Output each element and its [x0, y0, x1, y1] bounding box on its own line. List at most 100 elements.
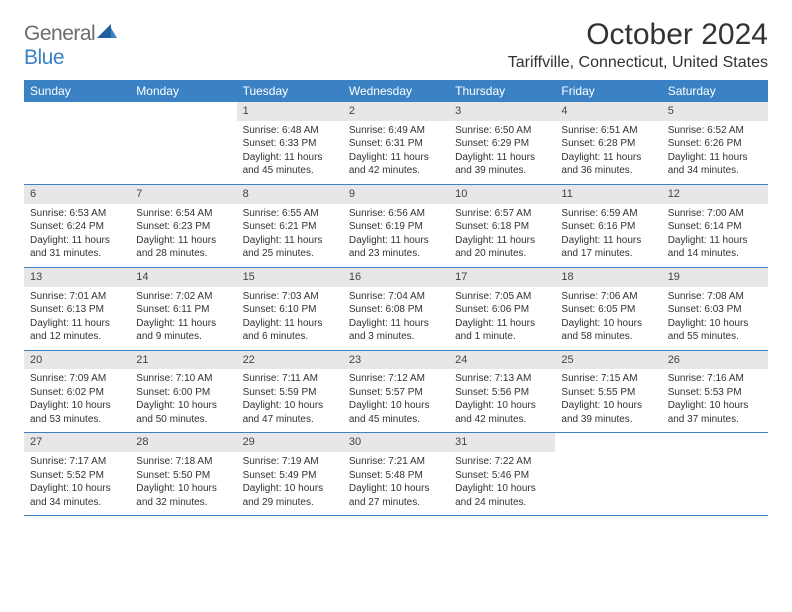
sunset-text: Sunset: 6:26 PM — [668, 137, 762, 151]
day-content: Sunrise: 6:55 AMSunset: 6:21 PMDaylight:… — [237, 204, 343, 267]
day-content: Sunrise: 6:48 AMSunset: 6:33 PMDaylight:… — [237, 121, 343, 184]
sunrise-text: Sunrise: 7:15 AM — [561, 372, 655, 386]
day-cell — [24, 102, 130, 184]
sunrise-text: Sunrise: 7:13 AM — [455, 372, 549, 386]
day-headers-row: SundayMondayTuesdayWednesdayThursdayFrid… — [24, 80, 768, 102]
sunset-text: Sunset: 5:59 PM — [243, 386, 337, 400]
day-cell: 24Sunrise: 7:13 AMSunset: 5:56 PMDayligh… — [449, 351, 555, 433]
day-content: Sunrise: 6:56 AMSunset: 6:19 PMDaylight:… — [343, 204, 449, 267]
daylight-text: Daylight: 11 hours and 17 minutes. — [561, 234, 655, 261]
day-content: Sunrise: 6:53 AMSunset: 6:24 PMDaylight:… — [24, 204, 130, 267]
day-number: 30 — [343, 433, 449, 452]
day-content: Sunrise: 7:04 AMSunset: 6:08 PMDaylight:… — [343, 287, 449, 350]
day-number: 17 — [449, 268, 555, 287]
day-number: 3 — [449, 102, 555, 121]
day-cell: 6Sunrise: 6:53 AMSunset: 6:24 PMDaylight… — [24, 185, 130, 267]
day-cell: 12Sunrise: 7:00 AMSunset: 6:14 PMDayligh… — [662, 185, 768, 267]
week-row: 1Sunrise: 6:48 AMSunset: 6:33 PMDaylight… — [24, 102, 768, 185]
daylight-text: Daylight: 11 hours and 23 minutes. — [349, 234, 443, 261]
daylight-text: Daylight: 11 hours and 25 minutes. — [243, 234, 337, 261]
day-number: 15 — [237, 268, 343, 287]
daylight-text: Daylight: 10 hours and 42 minutes. — [455, 399, 549, 426]
daylight-text: Daylight: 11 hours and 12 minutes. — [30, 317, 124, 344]
daylight-text: Daylight: 11 hours and 31 minutes. — [30, 234, 124, 261]
day-cell: 28Sunrise: 7:18 AMSunset: 5:50 PMDayligh… — [130, 433, 236, 515]
day-number: 5 — [662, 102, 768, 121]
day-cell: 27Sunrise: 7:17 AMSunset: 5:52 PMDayligh… — [24, 433, 130, 515]
logo-sail-icon — [97, 22, 117, 46]
sunset-text: Sunset: 6:02 PM — [30, 386, 124, 400]
day-content: Sunrise: 7:03 AMSunset: 6:10 PMDaylight:… — [237, 287, 343, 350]
day-cell — [130, 102, 236, 184]
sunset-text: Sunset: 5:46 PM — [455, 469, 549, 483]
daylight-text: Daylight: 10 hours and 53 minutes. — [30, 399, 124, 426]
daylight-text: Daylight: 11 hours and 14 minutes. — [668, 234, 762, 261]
sunrise-text: Sunrise: 6:51 AM — [561, 124, 655, 138]
day-content: Sunrise: 7:13 AMSunset: 5:56 PMDaylight:… — [449, 369, 555, 432]
daylight-text: Daylight: 10 hours and 27 minutes. — [349, 482, 443, 509]
sunrise-text: Sunrise: 7:03 AM — [243, 290, 337, 304]
day-number: 7 — [130, 185, 236, 204]
logo-text-2: Blue — [24, 46, 64, 69]
day-number: 2 — [343, 102, 449, 121]
day-cell: 10Sunrise: 6:57 AMSunset: 6:18 PMDayligh… — [449, 185, 555, 267]
day-cell: 1Sunrise: 6:48 AMSunset: 6:33 PMDaylight… — [237, 102, 343, 184]
sunrise-text: Sunrise: 6:56 AM — [349, 207, 443, 221]
day-header: Wednesday — [343, 80, 449, 102]
day-cell: 8Sunrise: 6:55 AMSunset: 6:21 PMDaylight… — [237, 185, 343, 267]
daylight-text: Daylight: 10 hours and 55 minutes. — [668, 317, 762, 344]
day-header: Monday — [130, 80, 236, 102]
day-cell: 21Sunrise: 7:10 AMSunset: 6:00 PMDayligh… — [130, 351, 236, 433]
day-number: 10 — [449, 185, 555, 204]
sunrise-text: Sunrise: 7:01 AM — [30, 290, 124, 304]
day-number: 19 — [662, 268, 768, 287]
day-number: 16 — [343, 268, 449, 287]
sunrise-text: Sunrise: 6:55 AM — [243, 207, 337, 221]
day-number: 28 — [130, 433, 236, 452]
day-number: 14 — [130, 268, 236, 287]
daylight-text: Daylight: 11 hours and 39 minutes. — [455, 151, 549, 178]
sunset-text: Sunset: 6:18 PM — [455, 220, 549, 234]
day-cell: 14Sunrise: 7:02 AMSunset: 6:11 PMDayligh… — [130, 268, 236, 350]
daylight-text: Daylight: 11 hours and 1 minute. — [455, 317, 549, 344]
daylight-text: Daylight: 10 hours and 58 minutes. — [561, 317, 655, 344]
day-cell: 20Sunrise: 7:09 AMSunset: 6:02 PMDayligh… — [24, 351, 130, 433]
day-cell: 25Sunrise: 7:15 AMSunset: 5:55 PMDayligh… — [555, 351, 661, 433]
day-cell: 23Sunrise: 7:12 AMSunset: 5:57 PMDayligh… — [343, 351, 449, 433]
sunset-text: Sunset: 6:33 PM — [243, 137, 337, 151]
daylight-text: Daylight: 11 hours and 6 minutes. — [243, 317, 337, 344]
daylight-text: Daylight: 10 hours and 29 minutes. — [243, 482, 337, 509]
day-content: Sunrise: 7:11 AMSunset: 5:59 PMDaylight:… — [237, 369, 343, 432]
sunrise-text: Sunrise: 6:48 AM — [243, 124, 337, 138]
sunrise-text: Sunrise: 7:21 AM — [349, 455, 443, 469]
sunrise-text: Sunrise: 7:17 AM — [30, 455, 124, 469]
sunrise-text: Sunrise: 7:04 AM — [349, 290, 443, 304]
day-header: Sunday — [24, 80, 130, 102]
week-row: 27Sunrise: 7:17 AMSunset: 5:52 PMDayligh… — [24, 433, 768, 516]
day-cell: 9Sunrise: 6:56 AMSunset: 6:19 PMDaylight… — [343, 185, 449, 267]
day-content: Sunrise: 7:06 AMSunset: 6:05 PMDaylight:… — [555, 287, 661, 350]
day-number: 18 — [555, 268, 661, 287]
daylight-text: Daylight: 10 hours and 24 minutes. — [455, 482, 549, 509]
sunrise-text: Sunrise: 7:22 AM — [455, 455, 549, 469]
day-content: Sunrise: 6:50 AMSunset: 6:29 PMDaylight:… — [449, 121, 555, 184]
daylight-text: Daylight: 10 hours and 45 minutes. — [349, 399, 443, 426]
day-cell: 7Sunrise: 6:54 AMSunset: 6:23 PMDaylight… — [130, 185, 236, 267]
sunrise-text: Sunrise: 7:19 AM — [243, 455, 337, 469]
day-header: Thursday — [449, 80, 555, 102]
day-number: 25 — [555, 351, 661, 370]
sunrise-text: Sunrise: 6:54 AM — [136, 207, 230, 221]
sunrise-text: Sunrise: 7:12 AM — [349, 372, 443, 386]
daylight-text: Daylight: 11 hours and 34 minutes. — [668, 151, 762, 178]
day-cell: 29Sunrise: 7:19 AMSunset: 5:49 PMDayligh… — [237, 433, 343, 515]
day-number: 26 — [662, 351, 768, 370]
day-cell: 19Sunrise: 7:08 AMSunset: 6:03 PMDayligh… — [662, 268, 768, 350]
day-content: Sunrise: 7:17 AMSunset: 5:52 PMDaylight:… — [24, 452, 130, 515]
sunset-text: Sunset: 6:06 PM — [455, 303, 549, 317]
day-header: Saturday — [662, 80, 768, 102]
day-cell: 2Sunrise: 6:49 AMSunset: 6:31 PMDaylight… — [343, 102, 449, 184]
sunset-text: Sunset: 6:31 PM — [349, 137, 443, 151]
day-number: 8 — [237, 185, 343, 204]
day-content: Sunrise: 7:15 AMSunset: 5:55 PMDaylight:… — [555, 369, 661, 432]
day-content: Sunrise: 7:22 AMSunset: 5:46 PMDaylight:… — [449, 452, 555, 515]
